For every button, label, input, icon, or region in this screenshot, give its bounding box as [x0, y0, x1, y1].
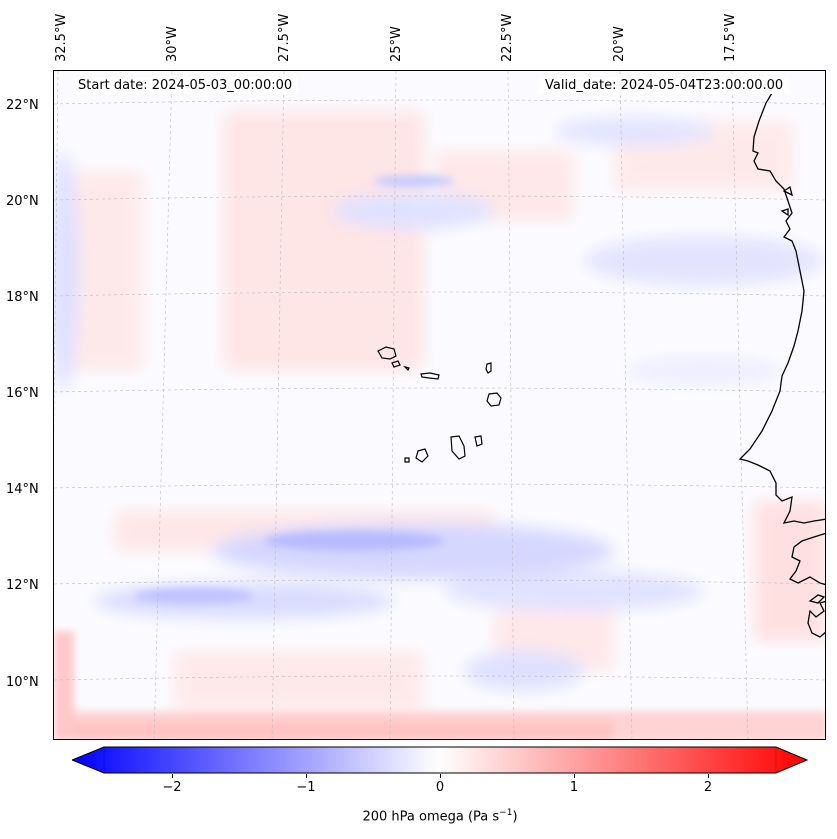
lon-label-17-5w: 17.5°W	[723, 13, 738, 62]
lat-label-10n: 10°N	[6, 675, 39, 690]
cb-tickmark-2	[708, 774, 709, 778]
lat-label-12n: 12°N	[6, 578, 39, 593]
cb-tick-label-0: 0	[435, 780, 445, 795]
cape-verde-islands	[377, 346, 502, 463]
lat-label-14n: 14°N	[6, 482, 39, 497]
colorbar-fill	[70, 746, 809, 774]
island-santa-luzia	[403, 365, 410, 372]
lon-label-27-5w: 27.5°W	[277, 13, 292, 62]
african-coastline	[738, 92, 825, 638]
omega-field	[54, 111, 825, 739]
cb-tickmark-1	[574, 774, 575, 778]
colorbar-graphic	[70, 746, 809, 774]
cb-tickmark-m1	[306, 774, 307, 778]
cb-tick-label-m2: −2	[162, 780, 182, 795]
island-maio	[474, 435, 483, 447]
gridlines	[54, 71, 825, 739]
island-santiago	[450, 435, 466, 460]
map-canvas	[54, 71, 825, 739]
lat-label-22n: 22°N	[6, 98, 39, 113]
lat-label-16n: 16°N	[6, 386, 39, 401]
cb-tick-label-2: 2	[703, 780, 713, 795]
lon-label-20w: 20°W	[612, 26, 627, 62]
lon-label-25w: 25°W	[389, 26, 404, 62]
island-fogo	[415, 448, 429, 463]
island-brava	[404, 457, 410, 463]
cb-tickmark-m2	[172, 774, 173, 778]
lon-label-30w: 30°W	[165, 26, 180, 62]
omega-map	[53, 70, 826, 740]
island-sao-vicente	[391, 360, 401, 368]
island-sal	[485, 362, 492, 374]
lon-label-32-5w: 32.5°W	[54, 13, 69, 62]
cb-tick-label-1: 1	[569, 780, 579, 795]
colorbar-label-text: 200 hPa omega (Pa s	[362, 809, 500, 825]
cb-tickmark-0	[440, 774, 441, 778]
start-date-label: Start date: 2024-05-03_00:00:00	[72, 77, 299, 94]
colorbar-label-close: )	[512, 809, 518, 825]
colorbar-label-exponent: −1	[499, 808, 513, 818]
cb-tick-label-m1: −1	[296, 780, 316, 795]
lon-label-22-5w: 22.5°W	[500, 13, 515, 62]
island-santo-antao	[377, 346, 397, 360]
valid-date-label: Valid_date: 2024-05-04T23:00:00.00	[539, 77, 790, 94]
lat-label-18n: 18°N	[6, 290, 39, 305]
lat-label-20n: 20°N	[6, 194, 39, 209]
island-boa-vista	[486, 392, 502, 407]
colorbar-label: 200 hPa omega (Pa s−1)	[0, 808, 837, 824]
island-sao-nicolau	[420, 372, 440, 380]
colorbar	[70, 746, 809, 774]
